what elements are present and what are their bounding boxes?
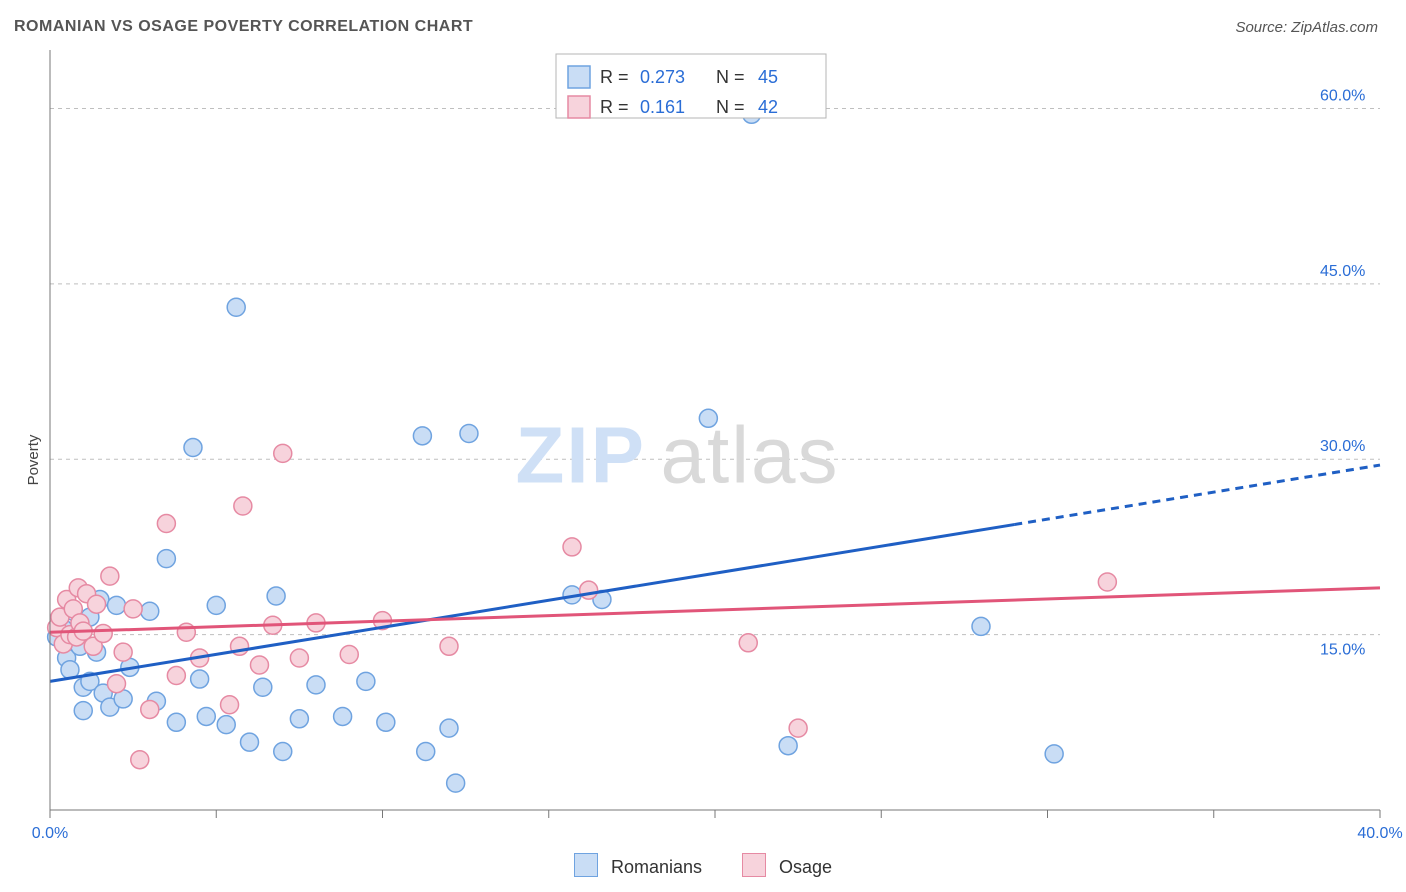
scatter-point (739, 634, 757, 652)
scatter-point (1098, 573, 1116, 591)
scatter-point (101, 567, 119, 585)
source-attribution: Source: ZipAtlas.com (1235, 19, 1378, 36)
svg-text:30.0%: 30.0% (1320, 438, 1365, 455)
svg-text:45.0%: 45.0% (1320, 263, 1365, 280)
header: ROMANIAN VS OSAGE POVERTY CORRELATION CH… (0, 0, 1406, 40)
scatter-point (141, 602, 159, 620)
scatter-point (157, 550, 175, 568)
scatter-point (157, 515, 175, 533)
y-axis-label: Poverty (25, 435, 42, 486)
scatter-point (699, 409, 717, 427)
chart-container: Poverty 15.0% 30.0% 45.0% 60.0% ZIPatlas 0.0%… (0, 40, 1406, 880)
svg-text:42: 42 (758, 97, 778, 117)
scatter-point (131, 751, 149, 769)
legend-swatch (568, 66, 590, 88)
scatter-point (197, 707, 215, 725)
scatter-point (167, 713, 185, 731)
scatter-point (357, 672, 375, 690)
scatter-point (250, 656, 268, 674)
legend-swatch-romanians (574, 853, 598, 877)
scatter-point (580, 581, 598, 599)
scatter-point (413, 427, 431, 445)
scatter-point (217, 716, 235, 734)
svg-text:0.0%: 0.0% (32, 825, 68, 842)
scatter-point (254, 678, 272, 696)
svg-text:R =: R = (600, 67, 629, 87)
scatter-point (94, 624, 112, 642)
scatter-point (88, 595, 106, 613)
scatter-point (307, 676, 325, 694)
scatter-point (184, 439, 202, 457)
scatter-point (267, 587, 285, 605)
scatter-point (274, 743, 292, 761)
svg-text:N =: N = (716, 67, 745, 87)
scatter-point (460, 425, 478, 443)
scatter-point (789, 719, 807, 737)
scatter-point (440, 719, 458, 737)
trend-line (50, 525, 1014, 682)
chart-title: ROMANIAN VS OSAGE POVERTY CORRELATION CH… (14, 18, 473, 36)
scatter-point (108, 675, 126, 693)
scatter-point (167, 667, 185, 685)
scatter-point (334, 707, 352, 725)
scatter-point (440, 637, 458, 655)
scatter-point (234, 497, 252, 515)
scatter-point (108, 596, 126, 614)
svg-text:atlas: atlas (661, 411, 840, 500)
svg-text:N =: N = (716, 97, 745, 117)
scatter-point (972, 617, 990, 635)
svg-text:R =: R = (600, 97, 629, 117)
bottom-legend: Romanians Osage (0, 853, 1406, 878)
legend-swatch-osage (742, 853, 766, 877)
scatter-point (74, 702, 92, 720)
scatter-point (241, 733, 259, 751)
svg-text:0.273: 0.273 (640, 67, 685, 87)
stats-legend-box (556, 54, 826, 118)
legend-item-osage: Osage (742, 853, 832, 878)
legend-label-romanians: Romanians (611, 857, 702, 877)
scatter-point (114, 643, 132, 661)
scatter-point (779, 737, 797, 755)
legend-swatch (568, 96, 590, 118)
scatter-point (191, 670, 209, 688)
scatter-point (417, 743, 435, 761)
scatter-point (1045, 745, 1063, 763)
scatter-point (290, 710, 308, 728)
svg-text:ZIP: ZIP (516, 411, 646, 500)
scatter-point (177, 623, 195, 641)
scatter-point (207, 596, 225, 614)
trend-line (50, 588, 1380, 632)
svg-text:45: 45 (758, 67, 778, 87)
svg-text:15.0%: 15.0% (1320, 642, 1365, 659)
scatter-chart: 15.0% 30.0% 45.0% 60.0% ZIPatlas 0.0% 40.0% R =… (0, 40, 1406, 880)
svg-text:40.0%: 40.0% (1357, 825, 1402, 842)
scatter-point (227, 298, 245, 316)
scatter-point (141, 700, 159, 718)
legend-item-romanians: Romanians (574, 853, 702, 878)
svg-text:0.161: 0.161 (640, 97, 685, 117)
scatter-point (221, 696, 239, 714)
scatter-point (290, 649, 308, 667)
scatter-point (124, 600, 142, 618)
scatter-point (447, 774, 465, 792)
scatter-point (340, 645, 358, 663)
scatter-point (274, 444, 292, 462)
trend-line-extrapolated (1014, 465, 1380, 524)
svg-text:60.0%: 60.0% (1320, 87, 1365, 104)
scatter-point (563, 538, 581, 556)
legend-label-osage: Osage (779, 857, 832, 877)
scatter-point (377, 713, 395, 731)
